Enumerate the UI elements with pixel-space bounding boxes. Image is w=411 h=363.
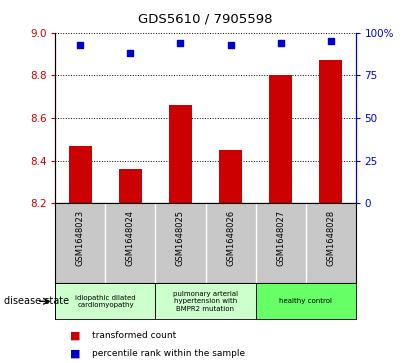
Text: ■: ■ [70,349,81,359]
Bar [256,283,356,319]
Text: GSM1648026: GSM1648026 [226,210,235,266]
Text: transformed count: transformed count [92,331,177,340]
Bar [319,60,342,203]
Text: GSM1648028: GSM1648028 [326,210,335,266]
Text: healthy control: healthy control [279,298,332,304]
Bar [55,283,155,319]
Point [77,42,84,48]
Text: disease state: disease state [4,296,69,306]
Bar [169,105,192,203]
Bar [269,75,292,203]
Text: pulmonary arterial
hypertension with
BMPR2 mutation: pulmonary arterial hypertension with BMP… [173,291,238,312]
Point [327,38,334,44]
Bar [69,146,92,203]
Bar [219,150,242,203]
Point [227,42,234,48]
Point [177,40,184,46]
Text: GDS5610 / 7905598: GDS5610 / 7905598 [138,13,273,26]
Point [277,40,284,46]
Text: idiopathic dilated
cardiomyopathy: idiopathic dilated cardiomyopathy [75,294,136,308]
Bar [119,169,142,203]
Text: GSM1648025: GSM1648025 [176,210,185,266]
Text: GSM1648027: GSM1648027 [276,210,285,266]
Bar [155,283,256,319]
Point [127,50,134,56]
Text: GSM1648023: GSM1648023 [76,210,85,266]
Text: ■: ■ [70,331,81,341]
Text: GSM1648024: GSM1648024 [126,210,135,266]
Text: percentile rank within the sample: percentile rank within the sample [92,350,246,358]
